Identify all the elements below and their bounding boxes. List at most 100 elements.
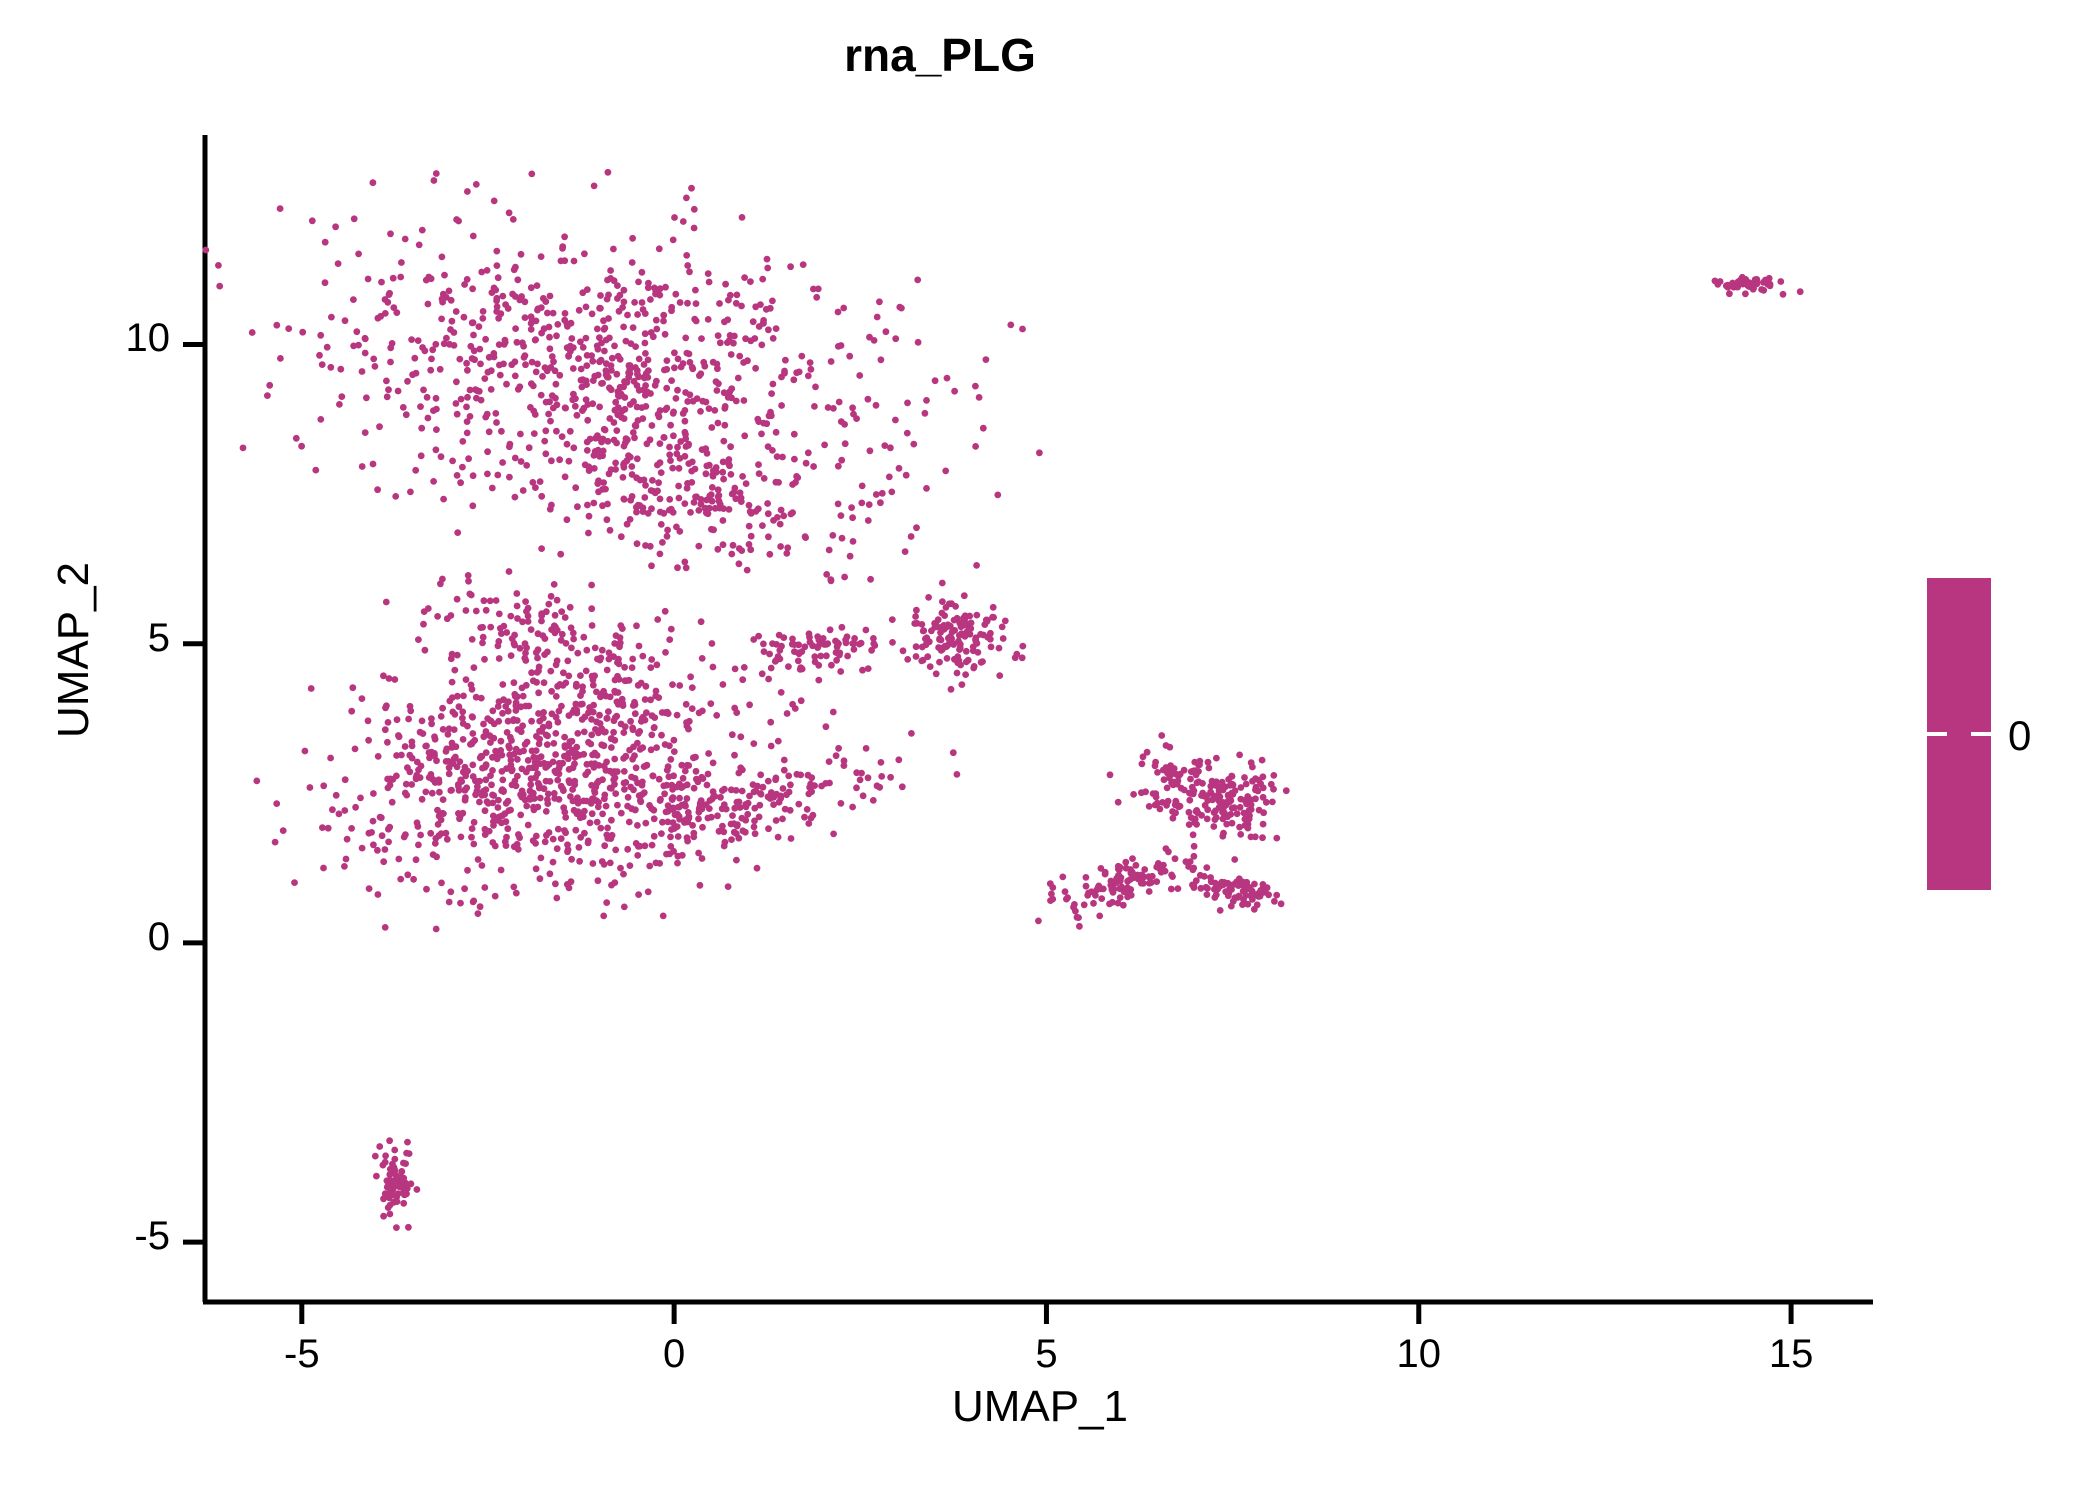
data-point [662, 808, 670, 816]
data-point [555, 707, 563, 715]
data-point [1258, 756, 1266, 764]
data-point [787, 835, 795, 842]
data-point [495, 655, 503, 662]
data-point [775, 479, 782, 486]
data-point [1198, 811, 1205, 819]
data-point [620, 755, 627, 762]
data-point [449, 457, 456, 465]
data-point [864, 665, 872, 672]
data-point [1013, 650, 1021, 658]
data-point [374, 314, 382, 322]
data-point [1198, 792, 1205, 799]
data-point [813, 293, 821, 301]
data-point [698, 655, 706, 662]
data-point [327, 363, 335, 371]
data-point [1177, 784, 1185, 792]
data-point [656, 459, 664, 467]
data-point [436, 365, 444, 373]
data-point [1187, 775, 1194, 783]
data-point [962, 671, 969, 678]
data-point [558, 433, 566, 440]
data-point [1282, 787, 1290, 795]
y-axis-ticks [183, 341, 205, 1245]
data-point [474, 910, 482, 917]
data-point [730, 339, 737, 347]
data-point [744, 810, 752, 818]
data-point [481, 825, 489, 833]
data-point [532, 317, 540, 325]
data-point [428, 715, 435, 722]
data-point [1211, 894, 1219, 901]
data-point [774, 833, 782, 841]
data-point [321, 279, 329, 287]
data-point [522, 768, 530, 776]
data-point [612, 790, 620, 797]
data-point [440, 340, 448, 348]
data-point [687, 509, 694, 516]
data-point [496, 625, 504, 632]
data-point [566, 427, 574, 435]
data-point [864, 395, 872, 403]
data-point [683, 719, 690, 726]
data-point [798, 352, 806, 360]
data-point [612, 466, 619, 473]
data-point [463, 359, 470, 367]
data-point [811, 653, 819, 661]
data-point [1167, 762, 1174, 770]
data-point [719, 822, 726, 830]
data-point [319, 824, 326, 831]
data-point [672, 290, 680, 298]
data-point [583, 760, 591, 768]
data-point [612, 398, 620, 406]
data-point [648, 656, 656, 663]
data-point [509, 290, 516, 298]
data-point [478, 268, 486, 276]
data-point [688, 705, 696, 712]
data-point [873, 313, 881, 321]
data-point [384, 1204, 392, 1211]
data-point [538, 329, 545, 337]
data-point [577, 692, 584, 699]
data-point [792, 479, 799, 486]
data-point [447, 612, 455, 619]
data-point [527, 284, 535, 292]
data-point [716, 339, 724, 347]
data-point [684, 299, 691, 307]
data-point [642, 481, 649, 489]
data-point [477, 624, 485, 631]
data-point [728, 490, 736, 498]
data-point [566, 738, 574, 746]
data-point [1207, 782, 1215, 790]
data-point [1160, 776, 1168, 784]
data-point [582, 303, 590, 311]
data-point [736, 352, 744, 360]
data-point [791, 455, 798, 463]
data-point [577, 672, 584, 679]
data-point [709, 471, 717, 479]
data-point [1106, 900, 1113, 908]
data-point [1259, 784, 1267, 792]
data-point [747, 509, 755, 517]
data-point [552, 693, 560, 700]
data-point [724, 393, 732, 401]
data-point [641, 330, 649, 338]
data-point [948, 635, 955, 642]
data-point [690, 205, 698, 213]
data-point [662, 649, 669, 656]
data-point [499, 292, 507, 300]
data-point [825, 758, 833, 765]
data-point [480, 720, 487, 728]
data-point [482, 728, 490, 735]
data-point [522, 702, 530, 710]
data-point [550, 790, 558, 797]
data-point [669, 409, 677, 417]
data-point [553, 332, 560, 340]
data-point [829, 708, 837, 716]
data-point [459, 463, 466, 471]
data-point [1241, 815, 1249, 823]
data-point [589, 681, 597, 689]
data-point [542, 450, 550, 458]
data-point [476, 777, 483, 785]
